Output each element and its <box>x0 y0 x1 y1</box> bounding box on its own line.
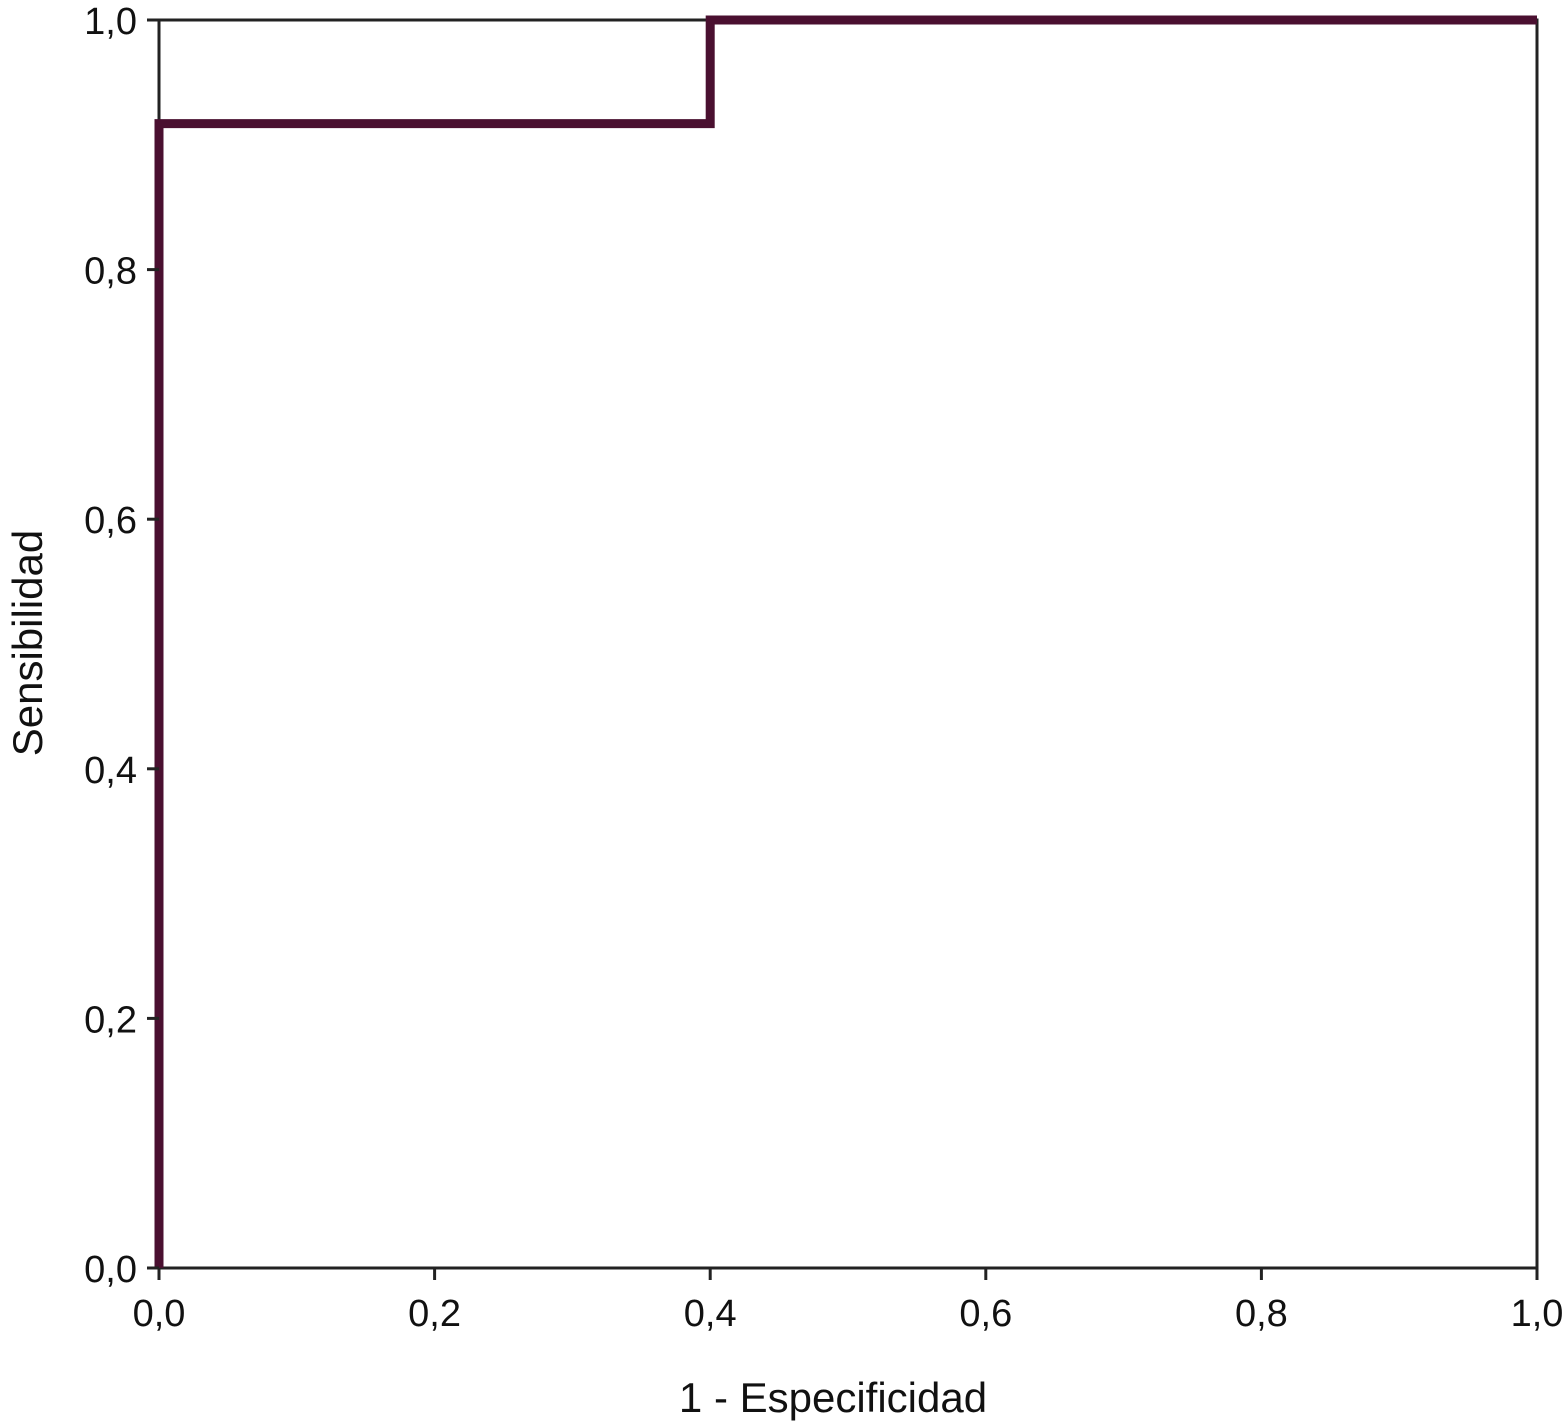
x-tick-label: 0,6 <box>959 1293 1012 1335</box>
roc-series-1 <box>154 15 1537 1268</box>
x-tick-label: 0,4 <box>684 1293 737 1335</box>
y-tick-label: 0,4 <box>84 750 137 792</box>
plot-frame <box>157 18 1539 1270</box>
y-tick-label: 0,0 <box>84 1249 137 1291</box>
x-tick-label: 0,8 <box>1235 1293 1288 1335</box>
x-tick-label: 0,2 <box>408 1293 461 1335</box>
x-tick-label: 1,0 <box>1511 1293 1564 1335</box>
y-tick-label: 0,6 <box>84 500 137 542</box>
ticks-layer: 0,0 0,2 0,4 0,6 0,8 1,0 0,0 0,2 0,4 0,6 0,8 1,0 <box>84 1 1563 1335</box>
x-axis-title: 1 - Especificidad <box>679 1374 987 1421</box>
y-axis-title: Sensibilidad <box>4 530 51 757</box>
roc-series-2 <box>157 18 1537 1268</box>
x-tick-label: 0,0 <box>133 1293 186 1335</box>
series-layer <box>154 15 1537 1268</box>
y-tick-label: 0,8 <box>84 251 137 293</box>
y-tick-label: 1,0 <box>84 1 137 43</box>
y-tick-label: 0,2 <box>84 999 137 1041</box>
axes <box>157 18 1539 1270</box>
